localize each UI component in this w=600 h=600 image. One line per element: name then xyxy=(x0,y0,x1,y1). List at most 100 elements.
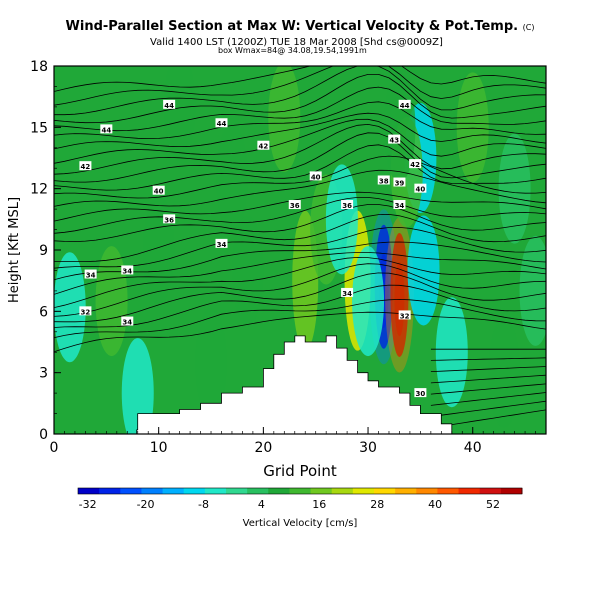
chart-subtitle: Valid 1400 LST (1200Z) TUE 18 Mar 2008 [… xyxy=(150,37,443,48)
contour-label-bg-0 xyxy=(163,99,176,109)
velocity-cell-15 xyxy=(215,123,248,234)
contour-label-22: 34 xyxy=(122,319,132,327)
contour-label-7: 42 xyxy=(410,161,420,169)
y-axis: 0 3 6 9 12 15 18 xyxy=(30,59,61,443)
contour-label-bg-4 xyxy=(79,161,92,171)
colorbar-swatch-20 xyxy=(500,488,523,494)
x-tick-label-3: 30 xyxy=(359,440,377,456)
contour-label-17: 34 xyxy=(86,272,96,280)
colorbar-tick-5: 28 xyxy=(370,498,384,511)
colorbar-swatch-3 xyxy=(141,488,164,494)
contour-label-15: 34 xyxy=(217,241,227,249)
contour-label-5: 42 xyxy=(258,143,268,151)
theta-contour-23 xyxy=(54,66,546,116)
contour-label-bg-16 xyxy=(121,265,134,275)
velocity-cell-12 xyxy=(435,297,468,408)
colorbar-tick-1: -20 xyxy=(137,498,155,511)
terrain xyxy=(54,335,546,434)
velocity-cell-18 xyxy=(488,317,521,428)
colorbar-swatch-13 xyxy=(352,488,375,494)
theta-contour-1 xyxy=(54,298,546,339)
contour-label-16: 34 xyxy=(122,267,132,275)
contour-label-1: 44 xyxy=(101,126,111,134)
contour-label-bg-8 xyxy=(152,185,165,195)
chart-title: Wind-Parallel Section at Max W: Vertical… xyxy=(65,19,535,34)
theta-contour-0 xyxy=(54,311,546,353)
y-tick-label-4: 12 xyxy=(30,182,48,198)
colorbar-swatch-7 xyxy=(226,488,248,494)
colorbar-swatch-10 xyxy=(289,488,312,494)
contour-label-bg-18 xyxy=(341,200,354,210)
contour-label-6: 43 xyxy=(389,137,399,145)
colorbar-swatch-12 xyxy=(331,488,354,494)
velocity-cell-23 xyxy=(142,195,175,305)
theta-contour-6 xyxy=(54,252,546,295)
x-tick-label-2: 20 xyxy=(254,440,272,456)
title-mark: (C) xyxy=(522,23,535,32)
theta-contour-20 xyxy=(54,101,546,140)
velocity-cell-24 xyxy=(519,235,546,346)
contour-label-bg-10 xyxy=(377,175,390,185)
contour-label-11: 39 xyxy=(395,180,405,188)
contour-label-bg-3 xyxy=(398,99,411,109)
plot-area: 44 44 44 44 42 42 43 42 40 40 38 39 40 36 36 34 34 34 36 34… xyxy=(54,66,546,434)
contour-label-13: 36 xyxy=(164,216,174,224)
y-axis-label: Height [Kft MSL] xyxy=(7,197,22,303)
contour-label-bg-24 xyxy=(414,388,427,398)
contour-label-23: 32 xyxy=(81,308,91,316)
colorbar-tick-3: 4 xyxy=(258,498,265,511)
velocity-cell-17 xyxy=(231,215,264,326)
contour-label-12: 40 xyxy=(416,186,426,194)
theta-contour-10 xyxy=(54,204,546,243)
theta-contour-21 xyxy=(54,86,546,132)
colorbar-frame xyxy=(77,487,523,495)
velocity-cell-16 xyxy=(163,66,196,162)
theta-contour-low-3 xyxy=(430,383,546,395)
contour-label-bg-23 xyxy=(79,306,92,316)
contour-label-0: 44 xyxy=(164,102,174,110)
x-axis: 0 10 20 30 40 xyxy=(50,427,536,456)
contour-label-20: 34 xyxy=(342,290,352,298)
colorbar-tick-2: -8 xyxy=(198,498,209,511)
theta-contour-7 xyxy=(54,241,546,281)
colorbar-swatch-6 xyxy=(204,488,227,494)
theta-contour-14 xyxy=(54,155,546,199)
theta-contour-12 xyxy=(54,191,546,222)
theta-contour-16 xyxy=(54,132,546,183)
theta-contour-low-6 xyxy=(430,357,546,361)
y-tick-label-3: 9 xyxy=(39,243,48,259)
contour-label-bg-12 xyxy=(414,183,427,193)
colorbar-swatch-1 xyxy=(99,488,121,494)
velocity-cell-13 xyxy=(456,72,489,183)
velocity-cell-19 xyxy=(195,307,228,418)
contour-labels: 44 44 44 44 42 42 43 42 40 40 38 39 40 36 36 34 34 34 36 34… xyxy=(79,99,427,398)
contour-label-bg-20 xyxy=(341,287,354,297)
colorbar-swatch-11 xyxy=(310,488,333,494)
velocity-cell-22 xyxy=(498,133,531,244)
colorbar-tick-6: 40 xyxy=(428,498,442,511)
y-tick-label-0: 0 xyxy=(39,427,48,443)
theta-contour-25 xyxy=(54,66,546,92)
contour-label-bg-7 xyxy=(409,159,422,169)
y-tick-label-6: 18 xyxy=(30,59,48,75)
y-tick-label-2: 6 xyxy=(39,304,48,320)
theta-contours xyxy=(54,66,546,429)
contour-label-10: 38 xyxy=(379,177,389,185)
x-axis-label: Grid Point xyxy=(263,462,337,480)
y-tick-label-1: 3 xyxy=(39,366,48,382)
contour-label-3: 44 xyxy=(400,102,410,110)
theta-contour-4 xyxy=(54,263,546,317)
colorbar-swatch-19 xyxy=(479,488,502,494)
velocity-cell-10 xyxy=(95,246,128,357)
colorbar-swatch-17 xyxy=(437,488,460,494)
theta-contour-9 xyxy=(54,213,546,262)
theta-contour-8 xyxy=(54,226,546,269)
colorbar-swatch-18 xyxy=(458,488,481,494)
colorbar-swatch-4 xyxy=(162,488,185,494)
y-tick-label-5: 15 xyxy=(30,120,48,136)
contour-label-bg-13 xyxy=(163,214,176,224)
contour-label-bg-14 xyxy=(288,200,301,210)
theta-contour-low-5 xyxy=(430,366,546,372)
colorbar-swatch-9 xyxy=(268,488,290,494)
